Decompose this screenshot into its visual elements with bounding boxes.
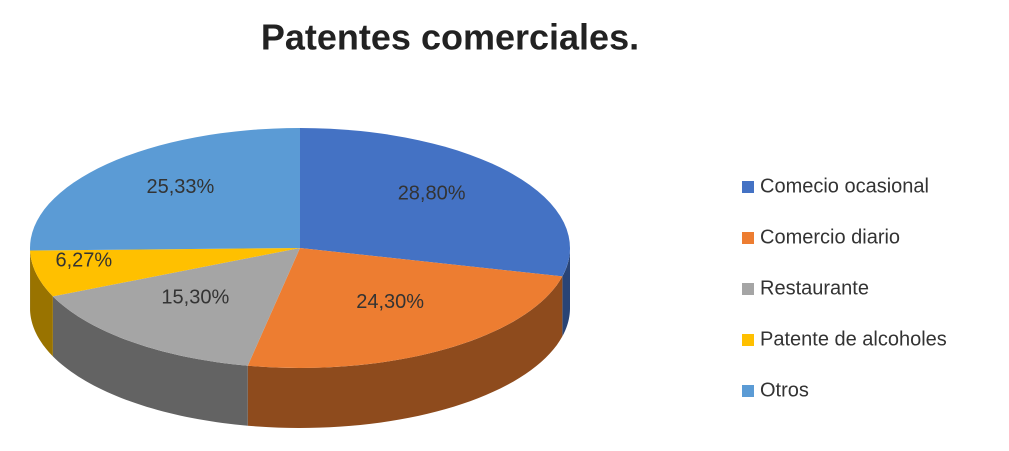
slice-side — [30, 250, 53, 357]
legend-swatch — [742, 181, 754, 193]
legend-label: Comecio ocasional — [760, 175, 929, 197]
slice — [52, 248, 300, 366]
data-label: 25,33% — [146, 176, 214, 198]
slice — [30, 248, 300, 297]
legend-swatch — [742, 232, 754, 244]
slice — [30, 128, 300, 251]
chart-title: Patentes comerciales. — [261, 17, 639, 58]
legend-swatch — [742, 385, 754, 397]
slice — [300, 128, 570, 277]
slice-side — [562, 248, 570, 337]
data-label: 24,30% — [356, 291, 424, 313]
legend-label: Restaurante — [760, 277, 869, 299]
data-label: 28,80% — [398, 182, 466, 204]
data-label: 15,30% — [161, 286, 229, 308]
legend-label: Comercio diario — [760, 226, 900, 248]
slice-side — [247, 276, 563, 428]
legend-label: Patente de alcoholes — [760, 328, 947, 350]
slice — [247, 248, 563, 369]
data-label: 6,27% — [55, 250, 112, 272]
slice-side — [52, 296, 248, 426]
legend-label: Otros — [760, 379, 809, 401]
legend-swatch — [742, 283, 754, 295]
legend-swatch — [742, 334, 754, 346]
